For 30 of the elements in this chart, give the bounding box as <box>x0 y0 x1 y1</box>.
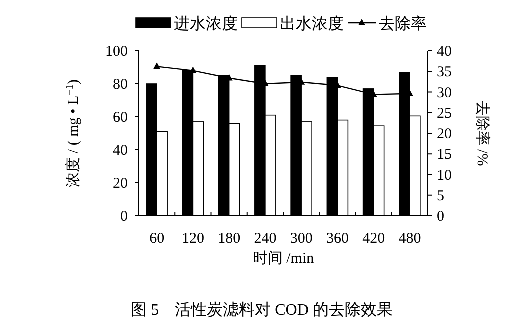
legend-label: 出水浓度 <box>280 15 344 33</box>
y2-tick-label: 0 <box>437 209 444 225</box>
y-tick-label: 80 <box>113 77 128 93</box>
y2-tick-label: 15 <box>437 147 452 164</box>
y-tick-label: 40 <box>113 143 128 159</box>
y-tick-label: 0 <box>120 209 128 225</box>
x-tick-label: 300 <box>290 231 313 247</box>
point <box>154 62 161 70</box>
y2-tick-label: 40 <box>437 44 452 60</box>
y2-tick-label: 25 <box>437 106 452 122</box>
y2-tick-label: 30 <box>437 85 452 102</box>
caption: 图 5 活性炭滤料对 COD 的去除效果 <box>131 301 393 319</box>
x-axis-title: 时间 /min <box>252 250 315 267</box>
x-tick-label: 480 <box>398 231 422 247</box>
x-tick-label: 120 <box>182 231 204 247</box>
y-tick-label: 100 <box>106 44 128 60</box>
y2-tick-label: 20 <box>437 126 452 142</box>
y-tick-label: 60 <box>113 110 128 126</box>
x-tick-label: 360 <box>326 231 349 247</box>
legend-label: 进水浓度 <box>174 15 238 33</box>
x-tick-label: 420 <box>362 231 386 247</box>
y2-tick-label: 10 <box>437 168 452 184</box>
x-tick-label: 60 <box>150 231 165 247</box>
legend-label: 去除率 <box>379 15 427 33</box>
y2-tick-label: 35 <box>437 64 452 81</box>
x-tick-label: 180 <box>218 231 241 247</box>
y2-axis-title: 去除率 /% <box>474 100 491 166</box>
x-tick-label: 240 <box>254 231 277 247</box>
y-tick-label: 20 <box>113 176 128 192</box>
y2-tick-label: 5 <box>437 188 444 204</box>
